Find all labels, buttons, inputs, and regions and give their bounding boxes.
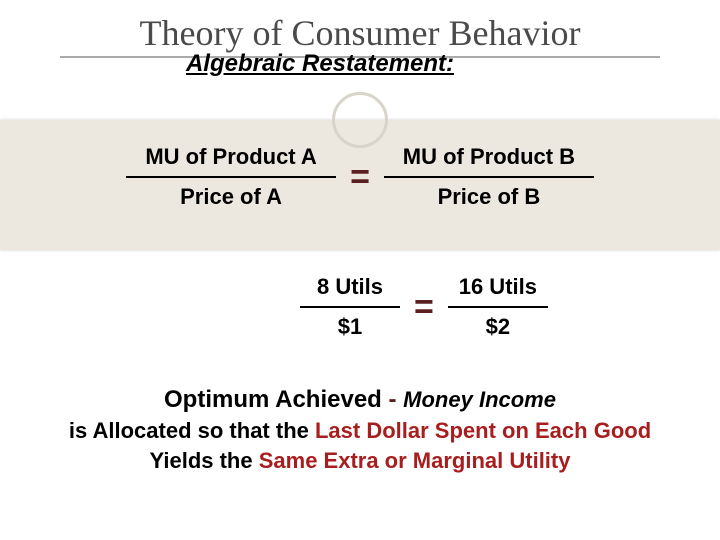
fraction-16utils: 16 Utils $2 [448, 268, 548, 346]
equals-sign: = [350, 158, 370, 197]
denom-1: $1 [334, 308, 366, 346]
equals-sign: = [414, 288, 434, 327]
dash: - [382, 386, 403, 413]
fraction-8utils: 8 Utils $1 [300, 268, 400, 346]
denom-2: $2 [482, 308, 514, 346]
numer-16: 16 Utils [455, 268, 541, 306]
denom-a: Price of A [176, 178, 286, 216]
conclusion-italic: Money Income [403, 387, 556, 412]
red-phrase-2: Same Extra or Marginal Utility [259, 448, 571, 473]
conclusion-text: Optimum Achieved - Money Income is Alloc… [0, 386, 720, 475]
denom-b: Price of B [434, 178, 545, 216]
slide-subtitle: Algebraic Restatement: [0, 50, 720, 78]
text-segment: Yields the [150, 448, 259, 473]
conclusion-heading: Optimum Achieved [164, 386, 382, 413]
equation-general: MU of Product A Price of A = MU of Produ… [0, 138, 720, 216]
numer-a: MU of Product A [141, 138, 321, 176]
fraction-a: MU of Product A Price of A [126, 138, 336, 216]
text-segment: is Allocated so that the [69, 418, 315, 443]
slide-title: Theory of Consumer Behavior [0, 0, 720, 54]
fraction-b: MU of Product B Price of B [384, 138, 594, 216]
red-phrase-1: Last Dollar Spent on Each Good [315, 418, 651, 443]
numer-8: 8 Utils [313, 268, 387, 306]
conclusion-body: is Allocated so that the Last Dollar Spe… [60, 416, 660, 475]
equation-numeric: 8 Utils $1 = 16 Utils $2 [300, 268, 548, 346]
numer-b: MU of Product B [399, 138, 579, 176]
